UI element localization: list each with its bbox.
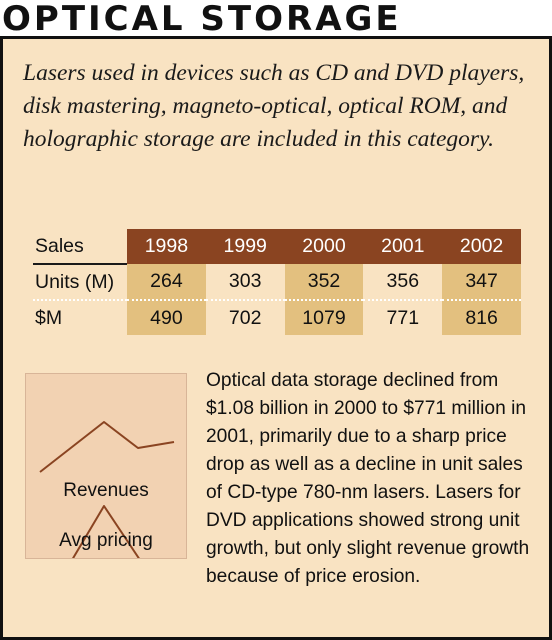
revenues-trend-line [39, 421, 175, 473]
dollars-2002: 816 [442, 300, 521, 335]
row-label-dollars: $M [35, 306, 63, 329]
revenues-label: Revenues [63, 480, 149, 501]
dollars-1998: 490 [127, 300, 206, 335]
page-title: OPTICAL STORAGE [2, 0, 402, 39]
year-2002: 2002 [442, 229, 521, 264]
year-2000: 2000 [284, 229, 364, 264]
intro-text: Lasers used in devices such as CD and DV… [23, 60, 525, 152]
body-text: Optical data storage declined from $1.08… [206, 370, 530, 587]
dollars-2001: 771 [386, 306, 420, 329]
row-label-units: Units (M) [33, 264, 127, 301]
dollars-1999: 702 [228, 306, 262, 329]
table-row-units: Units (M) 264 303 352 356 347 [33, 264, 521, 301]
units-2000: 352 [284, 264, 364, 301]
trend-sketch-graphic [39, 421, 175, 558]
table-row-dollars: $M 490 702 1079 771 816 [33, 300, 521, 335]
avg-pricing-trend-line [72, 505, 140, 558]
units-2001: 356 [363, 264, 443, 301]
units-1998: 264 [127, 264, 206, 301]
units-2002: 347 [442, 264, 521, 301]
sales-table: Sales 1998 1999 2000 2001 2002 Units (M)… [33, 229, 521, 335]
optical-storage-panel: Lasers used in devices such as CD and DV… [0, 36, 552, 640]
trend-sketch: Revenues Avg pricing [25, 373, 187, 559]
year-1999: 1999 [205, 229, 285, 264]
sales-corner-label: Sales [33, 229, 127, 265]
dollars-2000: 1079 [284, 300, 364, 335]
units-1999: 303 [205, 264, 285, 301]
year-2001: 2001 [363, 229, 443, 264]
avg-pricing-label: Avg pricing [59, 530, 153, 551]
sales-header-row: Sales 1998 1999 2000 2001 2002 [33, 229, 521, 265]
year-1998: 1998 [127, 229, 206, 264]
